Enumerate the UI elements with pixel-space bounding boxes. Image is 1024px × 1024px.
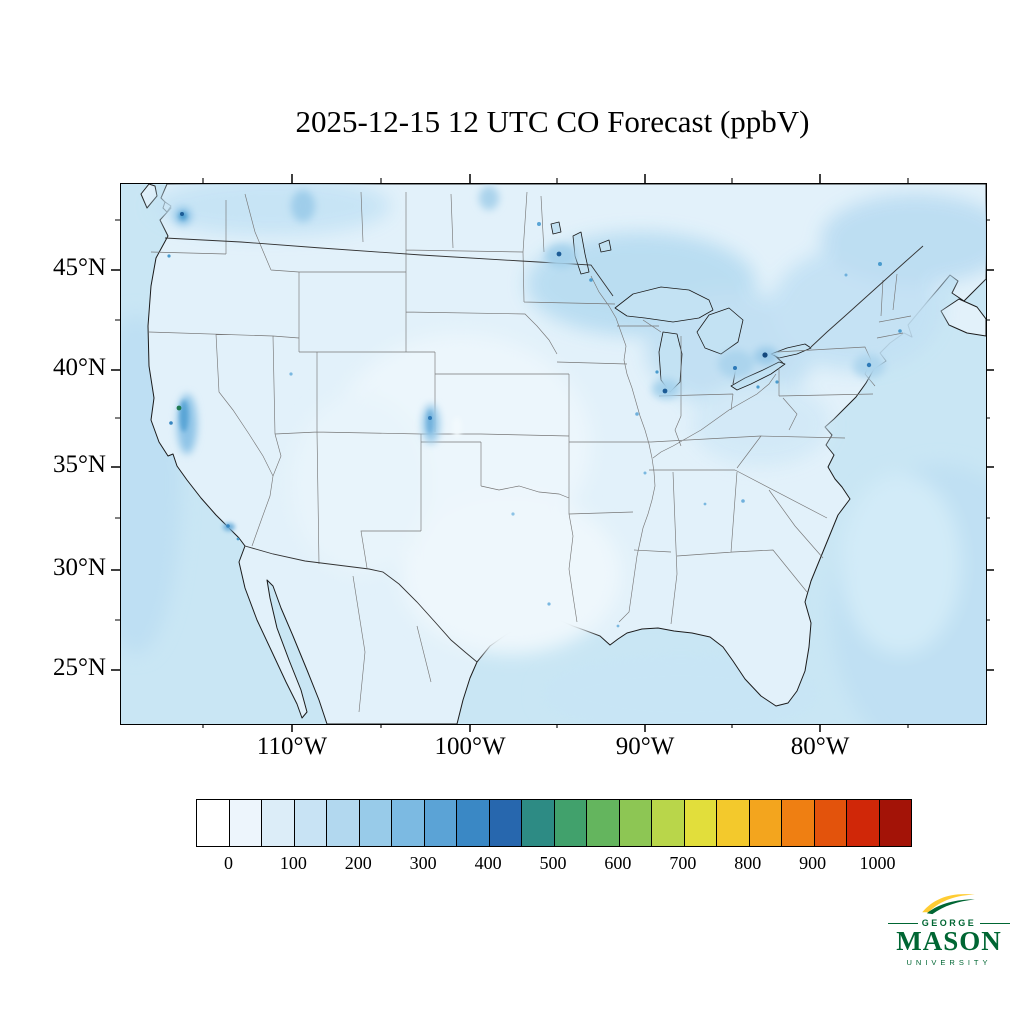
lake-huron [696, 307, 744, 355]
colorbar-label: 700 [669, 853, 697, 873]
central-valley-hotspot [176, 405, 182, 411]
nova-scotia [940, 298, 986, 337]
colorbar-cell [748, 800, 781, 846]
lake-superior [614, 286, 714, 323]
colorbar-cell [716, 800, 749, 846]
colorbar-label: 1000 [859, 853, 896, 873]
logo-swoosh-icon [922, 894, 975, 915]
colorbar-cell [846, 800, 879, 846]
y-axis-label: 30°N [52, 554, 106, 581]
colorbar-cell [261, 800, 294, 846]
colorbar-cell [488, 800, 521, 846]
colorbar-cell [423, 800, 456, 846]
colorbar-label: 500 [539, 853, 567, 873]
atlanta-hotspot [741, 499, 745, 503]
denver-hotspot [428, 416, 432, 420]
colorbar-cell [651, 800, 684, 846]
seattle-hotspot [180, 212, 184, 216]
colorbar-cell [293, 800, 326, 846]
x-axis-label: 110°W [256, 733, 328, 760]
university-logo: GEORGE MASON UNIVERSITY [888, 892, 1011, 967]
x-axis-label: 90°W [615, 733, 675, 760]
colorbar-cell [781, 800, 814, 846]
co-concentration-map [121, 184, 986, 724]
co-streaks [179, 212, 462, 531]
logo-text-mason: MASON [896, 926, 1002, 956]
forecast-map [120, 183, 987, 725]
colorbar-label: 900 [799, 853, 827, 873]
chicago-hotspot [662, 388, 668, 394]
colorbar-cell [553, 800, 586, 846]
colorbar-label: 400 [474, 853, 502, 873]
colorbar-labels: 0 100 200 300 400 500 600 700 800 900 1000 [196, 853, 910, 877]
colorbar-cell [391, 800, 424, 846]
y-axis-label: 25°N [52, 654, 106, 681]
minneapolis-hotspot [556, 251, 562, 257]
city-co-hotspots [167, 212, 902, 628]
x-axis-label: 80°W [790, 733, 850, 760]
colorbar-cell [228, 800, 261, 846]
colorbar-label: 300 [409, 853, 437, 873]
st-lawrence-river [810, 245, 924, 348]
state-boundaries [148, 191, 912, 713]
toronto-hotspot [762, 352, 768, 358]
y-axis-label: 40°N [52, 354, 106, 381]
vancouver-island [140, 184, 158, 209]
logo-text-university: UNIVERSITY [906, 958, 992, 967]
lake-erie [730, 361, 786, 391]
colorbar-cell [521, 800, 554, 846]
us-mexico-border [244, 545, 478, 663]
colorbar-cell [813, 800, 846, 846]
logo-rule [980, 922, 1011, 924]
detroit-hotspot [733, 366, 737, 370]
colorbar-label: 0 [223, 853, 233, 873]
colorbar-cell [197, 800, 229, 846]
logo-text-george: GEORGE [921, 918, 977, 928]
new-york-hotspot [866, 362, 872, 368]
colorbar-cell [358, 800, 391, 846]
colorbar-label: 100 [279, 853, 307, 873]
colorbar-cell [326, 800, 359, 846]
logo-rule [888, 922, 918, 924]
colorbar-label: 200 [344, 853, 372, 873]
los-angeles-hotspot [226, 524, 230, 528]
low-co-interior [291, 334, 621, 654]
san-francisco-hotspot [169, 421, 173, 425]
colorbar-cell [683, 800, 716, 846]
colorbar-cell [456, 800, 489, 846]
us-canada-border [164, 237, 614, 297]
y-axis-label: 35°N [52, 451, 106, 478]
colorbar-cell [878, 800, 911, 846]
y-axis-label: 45°N [52, 254, 106, 281]
colorbar-label: 600 [604, 853, 632, 873]
colorbar-cell [586, 800, 619, 846]
x-axis-label: 100°W [434, 733, 506, 760]
colorbar [196, 799, 912, 847]
colorbar-cell [618, 800, 651, 846]
figure-title: 2025-12-15 12 UTC CO Forecast (ppbV) [295, 104, 810, 139]
colorbar-label: 800 [734, 853, 762, 873]
